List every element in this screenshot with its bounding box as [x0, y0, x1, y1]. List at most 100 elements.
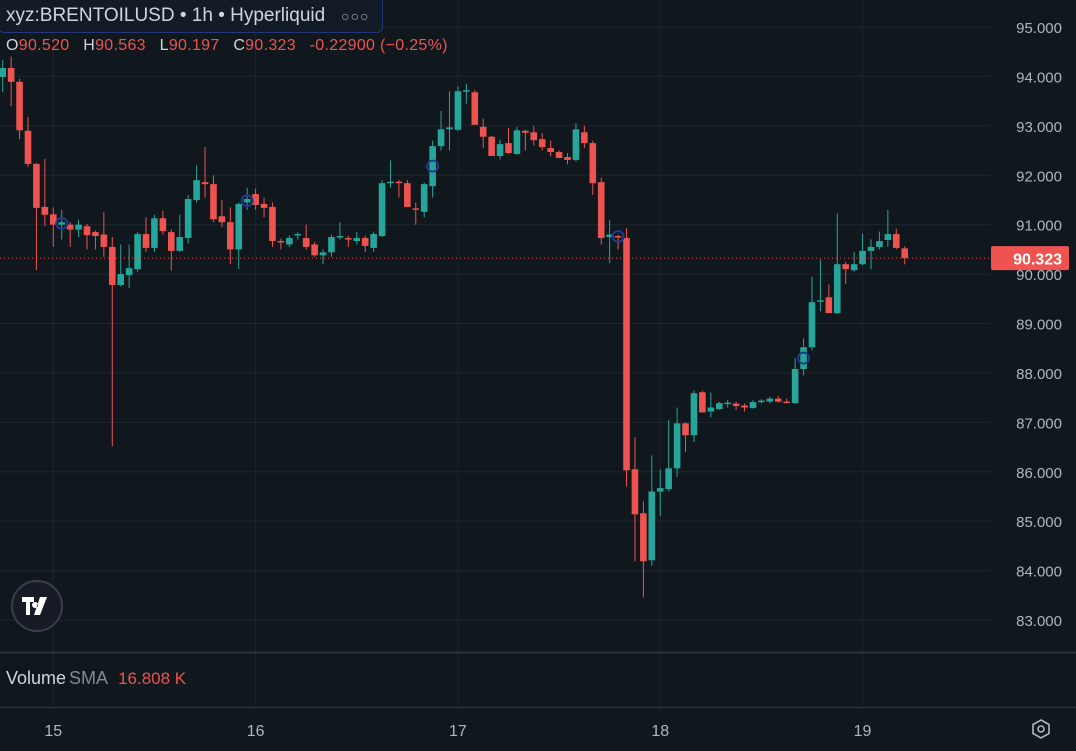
candle[interactable]: [640, 501, 647, 598]
candle[interactable]: [850, 251, 858, 272]
candle[interactable]: [833, 213, 841, 314]
candle[interactable]: [142, 217, 150, 252]
candle[interactable]: [429, 140, 436, 198]
candle[interactable]: [488, 135, 495, 156]
candle[interactable]: [800, 338, 807, 376]
candle[interactable]: [75, 219, 82, 238]
candle[interactable]: [353, 232, 361, 245]
volume-legend[interactable]: Volume SMA 16.808 K: [6, 668, 186, 689]
candle[interactable]: [7, 56, 15, 107]
candle[interactable]: [774, 396, 782, 403]
candle[interactable]: [867, 239, 875, 270]
candle[interactable]: [193, 165, 200, 203]
candle[interactable]: [49, 207, 57, 247]
candle[interactable]: [555, 150, 563, 158]
candle[interactable]: [699, 390, 706, 413]
candle[interactable]: [227, 207, 234, 265]
candle[interactable]: [842, 261, 849, 284]
candle[interactable]: [825, 284, 833, 314]
candle[interactable]: [83, 223, 91, 250]
candle[interactable]: [302, 224, 310, 250]
candle[interactable]: [260, 197, 268, 218]
candle[interactable]: [100, 212, 108, 257]
candle[interactable]: [286, 235, 293, 247]
candle[interactable]: [463, 83, 470, 104]
candle[interactable]: [269, 202, 276, 247]
candle[interactable]: [538, 133, 546, 151]
candle[interactable]: [513, 126, 521, 155]
candle[interactable]: [479, 118, 487, 149]
candle[interactable]: [176, 214, 184, 252]
candle[interactable]: [496, 139, 504, 160]
candle[interactable]: [33, 162, 40, 271]
candle[interactable]: [319, 249, 327, 265]
candle[interactable]: [471, 90, 479, 125]
candle[interactable]: [151, 214, 158, 252]
candle[interactable]: [665, 419, 672, 492]
candle[interactable]: [387, 160, 394, 188]
candle[interactable]: [134, 232, 141, 272]
candle[interactable]: [454, 86, 462, 131]
tradingview-logo-icon[interactable]: [11, 580, 63, 632]
candle[interactable]: [92, 230, 99, 250]
candle[interactable]: [311, 241, 318, 257]
candle[interactable]: [210, 175, 217, 223]
candle[interactable]: [623, 228, 630, 487]
candle[interactable]: [277, 238, 285, 250]
candle[interactable]: [564, 153, 571, 165]
candle[interactable]: [117, 244, 125, 287]
candle[interactable]: [648, 455, 656, 566]
candle[interactable]: [58, 209, 66, 240]
event-marker[interactable]: [611, 230, 625, 244]
candle[interactable]: [901, 246, 909, 265]
candle[interactable]: [597, 177, 605, 245]
gear-icon[interactable]: [1030, 718, 1052, 740]
candle[interactable]: [892, 228, 900, 250]
candle[interactable]: [159, 210, 167, 235]
candle[interactable]: [631, 437, 639, 562]
candle[interactable]: [715, 401, 723, 411]
event-marker[interactable]: [55, 216, 69, 230]
candle[interactable]: [446, 91, 453, 151]
candle[interactable]: [656, 469, 664, 517]
candle[interactable]: [682, 422, 689, 453]
candle[interactable]: [184, 195, 192, 244]
candle[interactable]: [732, 401, 740, 411]
candle[interactable]: [572, 123, 580, 162]
candle[interactable]: [876, 231, 883, 250]
candle[interactable]: [378, 180, 386, 238]
candle[interactable]: [581, 125, 588, 149]
candle[interactable]: [412, 202, 420, 225]
candle[interactable]: [783, 398, 790, 404]
candle[interactable]: [505, 128, 512, 155]
candle[interactable]: [218, 199, 226, 228]
candle[interactable]: [420, 182, 428, 218]
event-marker[interactable]: [426, 159, 440, 173]
candle[interactable]: [24, 116, 32, 167]
symbol-title[interactable]: xyz:BRENTOILUSD • 1h • Hyperliquid ○○○: [0, 0, 383, 33]
candle[interactable]: [16, 78, 23, 140]
candle[interactable]: [294, 232, 302, 240]
candle[interactable]: [707, 392, 715, 418]
more-horizontal-icon[interactable]: ○○○: [341, 7, 370, 24]
candle[interactable]: [336, 222, 344, 240]
candle[interactable]: [724, 400, 731, 408]
candle[interactable]: [673, 407, 681, 477]
event-marker[interactable]: [240, 194, 254, 208]
event-marker[interactable]: [797, 351, 811, 365]
candle[interactable]: [235, 202, 243, 270]
candle[interactable]: [345, 235, 352, 247]
candle[interactable]: [530, 125, 538, 146]
candle[interactable]: [404, 180, 411, 207]
candle[interactable]: [749, 400, 757, 409]
candle[interactable]: [125, 244, 133, 288]
candle[interactable]: [41, 158, 49, 227]
candle[interactable]: [252, 188, 259, 210]
candle[interactable]: [758, 399, 765, 404]
candle[interactable]: [522, 129, 529, 151]
candle[interactable]: [884, 209, 892, 247]
candle[interactable]: [741, 403, 748, 412]
candle[interactable]: [589, 140, 597, 196]
candle[interactable]: [395, 180, 403, 198]
candle[interactable]: [361, 235, 369, 252]
